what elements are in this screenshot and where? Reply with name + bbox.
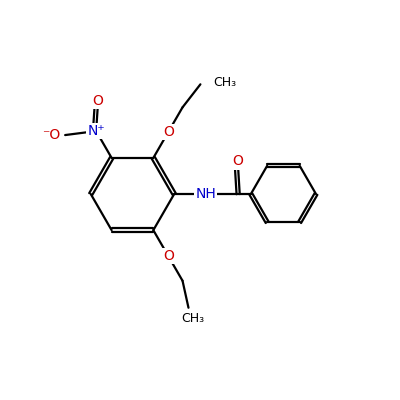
Text: O: O <box>163 249 174 263</box>
Text: ⁻O: ⁻O <box>42 128 60 142</box>
Text: CH₃: CH₃ <box>181 312 204 325</box>
Text: NH: NH <box>196 187 216 201</box>
Text: O: O <box>232 154 243 168</box>
Text: O: O <box>163 125 174 139</box>
Text: CH₃: CH₃ <box>213 76 236 89</box>
Text: O: O <box>93 94 104 108</box>
Text: N⁺: N⁺ <box>87 124 105 138</box>
